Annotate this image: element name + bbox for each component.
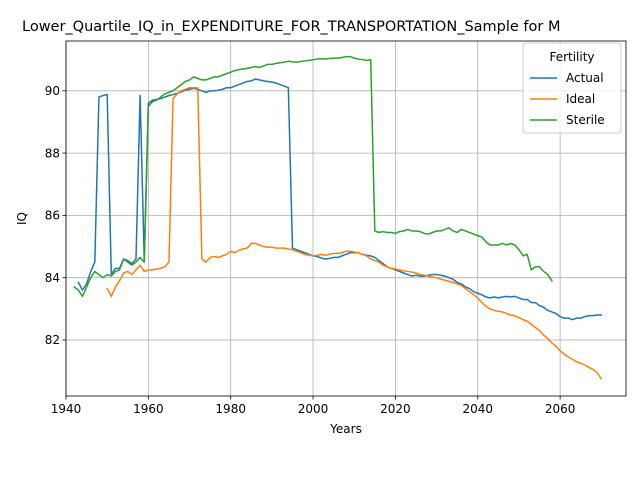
legend-label-ideal: Ideal <box>566 92 595 106</box>
legend: Fertility Actual Ideal Sterile <box>522 42 622 134</box>
y-axis-label: IQ <box>15 212 29 225</box>
x-axis-label: Years <box>329 422 362 436</box>
x-tick-label: 1960 <box>133 402 164 416</box>
series-line-actual <box>77 78 603 321</box>
plot-area-frame <box>65 40 627 397</box>
y-tick-label: 86 <box>45 209 60 223</box>
chart-title: Lower_Quartile_IQ_in_EXPENDITURE_FOR_TRA… <box>22 19 560 35</box>
series-line-sterile <box>73 55 553 298</box>
y-tick-label: 88 <box>45 146 60 160</box>
legend-label-actual: Actual <box>566 71 604 85</box>
x-tick-label: 1980 <box>215 402 246 416</box>
y-tick-label: 82 <box>45 333 60 347</box>
x-tick-label: 2060 <box>545 402 576 416</box>
legend-title: Fertility <box>549 50 594 64</box>
x-tick-label: 2000 <box>298 402 329 416</box>
legend-label-sterile: Sterile <box>566 113 605 127</box>
y-tick-label: 84 <box>45 271 60 285</box>
y-tick-label: 90 <box>45 84 60 98</box>
x-tick-label: 2020 <box>380 402 411 416</box>
grid-lines <box>65 41 626 396</box>
series-line-ideal <box>106 86 603 380</box>
legend-box <box>522 42 622 134</box>
x-tick-label: 2040 <box>462 402 493 416</box>
x-tick-label: 1940 <box>51 402 82 416</box>
axis-ticks: 1940 1960 1980 2000 2020 2040 2060 82 84 86 88 90 <box>45 84 576 416</box>
series-lines <box>73 55 603 380</box>
legend-items: Actual Ideal Sterile <box>530 71 605 127</box>
